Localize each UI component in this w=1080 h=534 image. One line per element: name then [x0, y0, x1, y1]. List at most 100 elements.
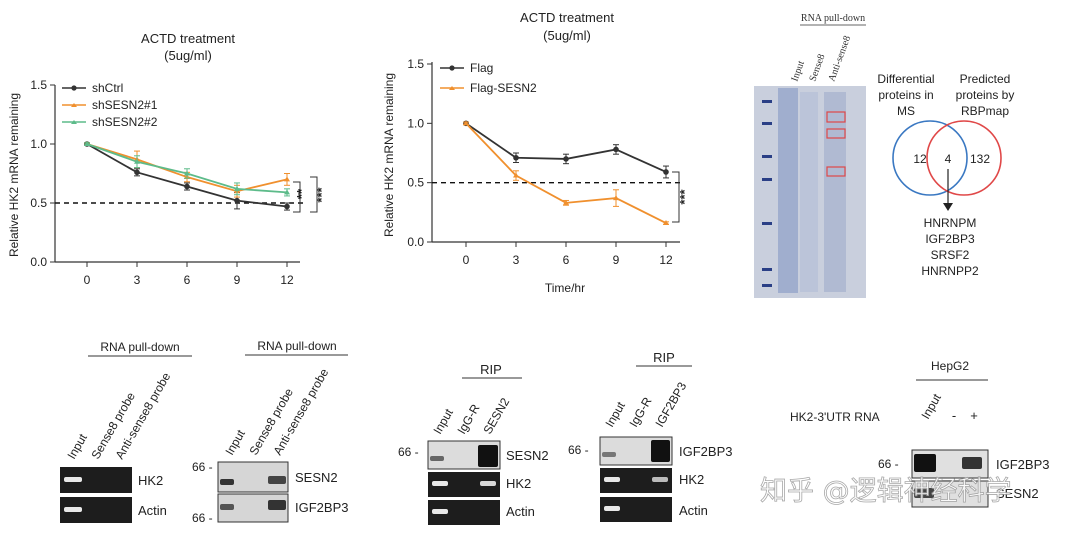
blot4-lane: IGF2BP3 [652, 379, 689, 429]
data-point [184, 170, 190, 176]
gel-sense8-lane [800, 92, 818, 292]
blot2-row-label: SESN2 [295, 470, 338, 485]
gel-anti-sense8-lane [824, 92, 846, 292]
legend-label-shsesn2-1: shSESN2#1 [92, 98, 158, 112]
legend-label-flag-sesn2: Flag-SESN2 [470, 81, 537, 95]
blot3-lane: IgG-R [454, 401, 482, 436]
blot5-marker: 66 - [878, 457, 899, 471]
overlap-protein: SRSF2 [931, 248, 970, 262]
gel-input-lane [778, 88, 798, 293]
band [268, 500, 286, 510]
data-point [134, 158, 140, 164]
x-tick-label: 3 [134, 273, 141, 287]
blot4-row-label: HK2 [679, 472, 704, 487]
chart2-title: ACTD treatment [520, 10, 614, 25]
band [651, 440, 670, 462]
data-point [613, 195, 619, 201]
blot2-header: RNA pull-down [257, 339, 336, 353]
band [962, 457, 982, 469]
marker-band [762, 100, 772, 103]
blot2-marker: 66 - [192, 511, 213, 525]
overlap-protein: HNRNPM [924, 216, 977, 230]
blot3-row-label: SESN2 [506, 448, 549, 463]
band [914, 454, 936, 472]
overlap-protein: HNRNPP2 [921, 264, 979, 278]
x-tick-label: 6 [184, 273, 191, 287]
x-tick-label: 3 [513, 253, 520, 267]
venn-left-label-line1: Differential [877, 72, 934, 86]
gel-highlight-box [826, 166, 846, 177]
chart2-subtitle: (5ug/ml) [543, 28, 591, 43]
band [430, 456, 444, 461]
legend-marker-shsesn2-1 [71, 103, 77, 107]
blot5-row-label: IGF2BP3 [996, 457, 1049, 472]
legend-marker-shctrl [71, 85, 77, 91]
data-point [284, 189, 290, 195]
band [604, 477, 620, 482]
band [432, 481, 448, 486]
venn-right-count: 132 [970, 152, 990, 166]
blot2-lane: Input [222, 427, 248, 458]
data-point [234, 185, 240, 191]
chart1-subtitle: (5ug/ml) [164, 48, 212, 63]
y-tick-label: 0.5 [30, 196, 47, 210]
data-point [663, 169, 669, 175]
legend-label-flag: Flag [470, 61, 493, 75]
blot2-marker: 66 - [192, 460, 213, 474]
band [220, 504, 234, 510]
blot3-marker: 66 - [398, 445, 419, 459]
marker-band [762, 178, 772, 181]
blot3-row-label: Actin [506, 504, 535, 519]
blot1-header: RNA pull-down [100, 340, 179, 354]
blot-rna-pulldown-1: RNA pull-down Input Sense8 probe Anti-se… [60, 340, 192, 523]
marker-band [762, 155, 772, 158]
y-tick-label: 1.5 [407, 57, 424, 71]
legend-marker-flag-sesn2 [449, 86, 455, 90]
data-point [134, 169, 140, 176]
chart1-ylabel: Relative HK2 mRNA remaining [7, 93, 21, 257]
chart1-title: ACTD treatment [141, 31, 235, 46]
x-tick-label: 6 [563, 253, 570, 267]
gel-lane-anti-sense8: Anti-sense8 [826, 34, 853, 83]
series-line [465, 122, 667, 173]
blot1-lane: Input [64, 431, 90, 462]
data-point [513, 172, 519, 178]
venn-overlap-count: 4 [945, 152, 952, 166]
data-point [284, 176, 290, 182]
marker-band [762, 284, 772, 287]
gel-lane-sense8: Sense8 [807, 53, 827, 83]
watermark: 知乎 @逻辑神经科学 [760, 476, 1012, 507]
overlap-protein: IGF2BP3 [925, 232, 975, 246]
chart2-significance: *** [672, 171, 692, 223]
data-point [184, 183, 190, 190]
data-point [234, 197, 240, 204]
chart1-bracket-inner [293, 181, 301, 213]
gel-marker-bands [762, 100, 772, 287]
marker-band [762, 122, 772, 125]
x-tick-label: 12 [280, 273, 294, 287]
venn-left-count: 12 [913, 152, 927, 166]
chart1-legend: shCtrl shSESN2#1 shSESN2#2 [62, 81, 158, 129]
legend-marker-flag [449, 65, 455, 71]
coomassie-gel-panel: RNA pull-down Input Sense8 Anti-sense8 [754, 13, 866, 298]
band [64, 477, 82, 482]
band [914, 488, 934, 498]
blot5-row-label-rna: HK2-3'UTR RNA [790, 410, 880, 424]
x-tick-label: 12 [659, 253, 673, 267]
legend-label-shctrl: shCtrl [92, 81, 123, 95]
y-tick-label: 1.0 [407, 116, 424, 130]
blot-rip-igf2bp3: RIP Input IgG-R IGF2BP3 66 - IGF2BP3 HK2… [568, 350, 732, 522]
chart1-significance: ** *** [293, 176, 329, 213]
blot5-header: HepG2 [931, 359, 969, 373]
chart2-ylabel: Relative HK2 mRNA remaining [382, 73, 396, 237]
chart1-sig-2star: ** [294, 188, 309, 199]
blot5-lane: - [952, 408, 956, 423]
blot5-lane: Input [918, 391, 944, 422]
gel-highlight-box [826, 111, 846, 123]
data-point [84, 141, 90, 146]
legend-marker-shsesn2-2 [71, 120, 77, 124]
legend-label-shsesn2-2: shSESN2#2 [92, 115, 158, 129]
x-tick-label: 9 [234, 273, 241, 287]
band [478, 445, 498, 467]
